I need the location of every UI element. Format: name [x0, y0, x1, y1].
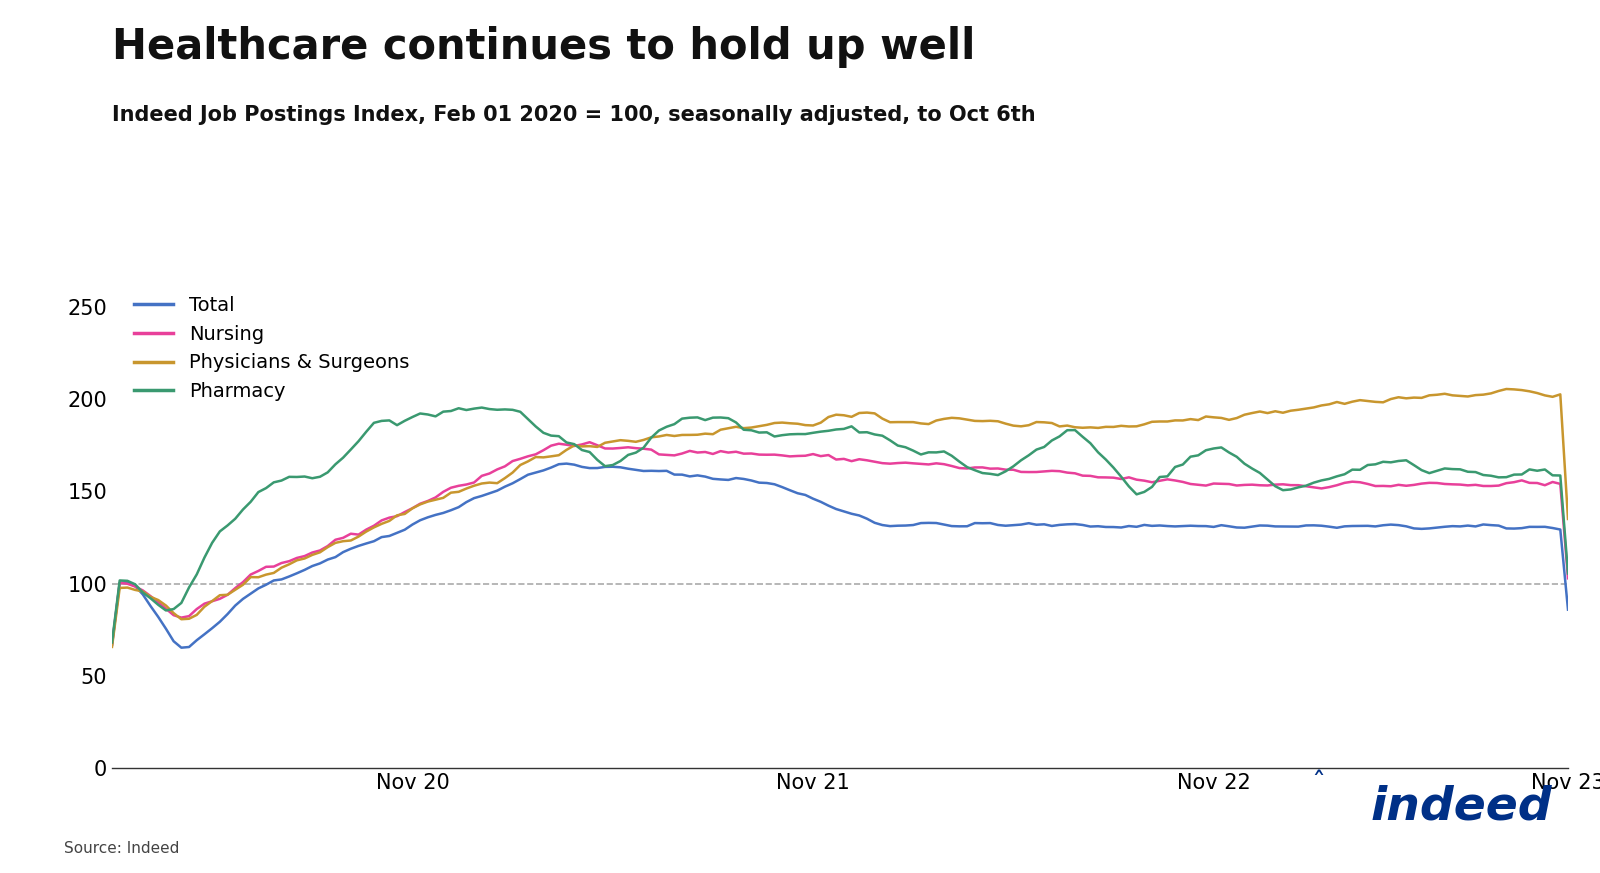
Line: Nursing: Nursing [112, 443, 1568, 644]
Pharmacy [549, 431, 568, 442]
Text: Healthcare continues to hold up well: Healthcare continues to hold up well [112, 26, 976, 68]
Total [102, 640, 122, 650]
Pharmacy [842, 421, 861, 431]
Total [264, 575, 283, 586]
Nursing [518, 451, 538, 462]
Total [1558, 604, 1578, 615]
Pharmacy [442, 406, 461, 416]
Nursing [442, 483, 461, 493]
Pharmacy [472, 402, 491, 413]
Nursing [842, 456, 861, 466]
Physicians & Surgeons [256, 569, 275, 580]
Physicians & Surgeons [541, 451, 560, 462]
Pharmacy [773, 430, 792, 440]
Physicians & Surgeons [1496, 384, 1515, 395]
Physicians & Surgeons [834, 410, 853, 421]
Physicians & Surgeons [765, 418, 784, 429]
Total [557, 458, 576, 469]
Pharmacy [256, 483, 275, 493]
Total [850, 510, 869, 520]
Text: Source: Indeed: Source: Indeed [64, 841, 179, 856]
Text: Indeed Job Postings Index, Feb 01 2020 = 100, seasonally adjusted, to Oct 6th: Indeed Job Postings Index, Feb 01 2020 =… [112, 105, 1035, 125]
Line: Total: Total [112, 464, 1568, 648]
Nursing [773, 450, 792, 461]
Line: Physicians & Surgeons: Physicians & Surgeons [112, 389, 1568, 647]
Line: Pharmacy: Pharmacy [112, 408, 1568, 643]
Nursing [1558, 573, 1578, 583]
Pharmacy [1558, 568, 1578, 579]
Pharmacy [526, 421, 546, 431]
Nursing [541, 440, 560, 450]
Total [171, 643, 190, 653]
Total [526, 467, 546, 478]
Pharmacy [102, 637, 122, 648]
Total [450, 502, 469, 512]
Total [781, 485, 800, 496]
Nursing [581, 437, 600, 448]
Text: indeed: indeed [1370, 784, 1552, 829]
Physicians & Surgeons [1558, 513, 1578, 524]
Physicians & Surgeons [442, 487, 461, 498]
Nursing [102, 639, 122, 650]
Physicians & Surgeons [518, 456, 538, 466]
Physicians & Surgeons [102, 642, 122, 652]
Legend: Total, Nursing, Physicians & Surgeons, Pharmacy: Total, Nursing, Physicians & Surgeons, P… [126, 288, 418, 409]
Nursing [256, 561, 275, 572]
Total [549, 459, 568, 470]
